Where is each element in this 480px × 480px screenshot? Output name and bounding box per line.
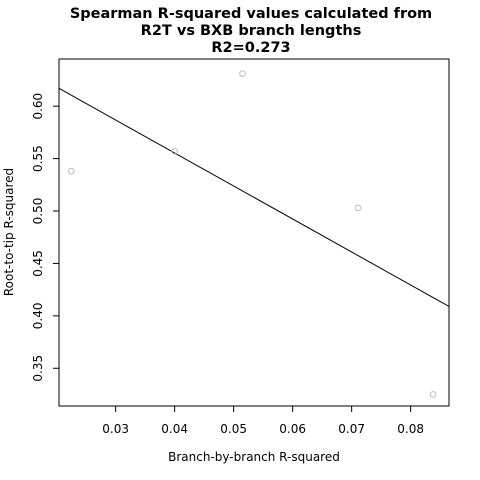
data-point (171, 147, 178, 155)
data-points (68, 70, 437, 398)
chart-title-line-1: Spearman R-squared values calculated fro… (70, 6, 432, 22)
data-point (68, 167, 75, 175)
plot-frame (58, 58, 450, 407)
data-point (429, 391, 437, 398)
regression-line-group (58, 87, 450, 307)
x-tick-label: 0.06 (279, 422, 306, 436)
x-tick-label: 0.03 (102, 422, 129, 436)
y-tick-label: 0.55 (31, 145, 45, 172)
data-point (239, 70, 246, 77)
y-axis: 0.35 0.40 0.45 0.50 0.55 0.60 (31, 93, 59, 382)
y-axis-label: Root-to-tip R-squared (2, 168, 16, 296)
regression-line (58, 87, 450, 307)
chart-title-line-3: R2=0.273 (211, 40, 290, 56)
chart-title: Spearman R-squared values calculated fro… (70, 6, 432, 56)
x-tick-label: 0.08 (397, 422, 424, 436)
chart-title-line-2: R2T vs BXB branch lengths (141, 23, 362, 39)
y-tick-label: 0.45 (31, 250, 45, 277)
x-axis-label: Branch-by-branch R-squared (168, 450, 340, 464)
x-tick-label: 0.04 (161, 422, 188, 436)
x-tick-label: 0.07 (338, 422, 365, 436)
y-tick-label: 0.50 (31, 198, 45, 225)
y-tick-label: 0.60 (31, 93, 45, 120)
data-point (354, 204, 362, 212)
x-tick-label: 0.05 (220, 422, 247, 436)
x-axis: 0.03 0.04 0.05 0.06 0.07 0.08 (102, 406, 424, 436)
y-tick-label: 0.40 (31, 302, 45, 329)
y-tick-label: 0.35 (31, 355, 45, 382)
